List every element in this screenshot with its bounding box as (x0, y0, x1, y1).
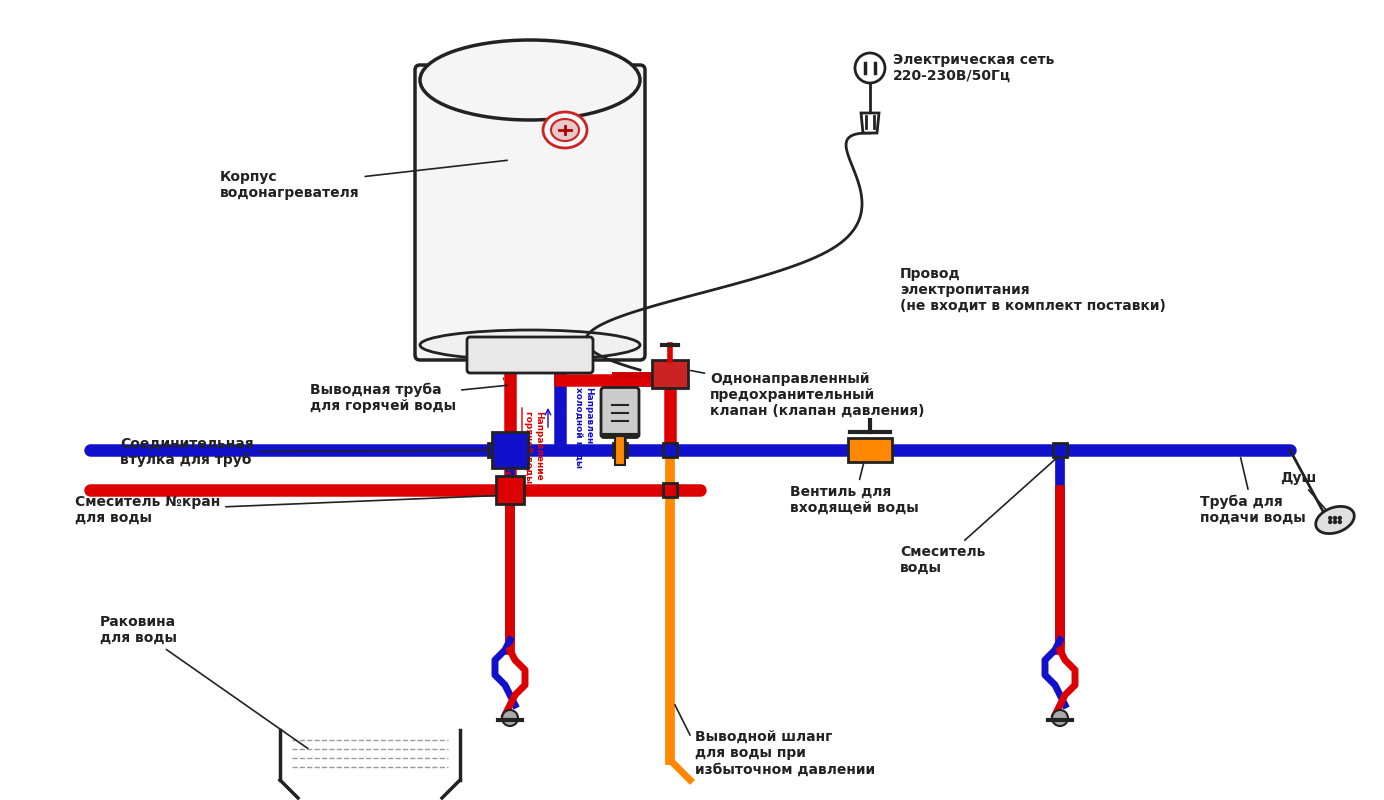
Ellipse shape (551, 119, 579, 141)
Ellipse shape (419, 330, 639, 360)
Text: Направление горячей воды: Направление горячей воды (504, 341, 513, 499)
Bar (495, 476, 525, 504)
Ellipse shape (543, 112, 587, 148)
Circle shape (1329, 517, 1331, 519)
Bar (491, 432, 529, 468)
Bar (1053, 443, 1067, 457)
Text: Раковина
для воды: Раковина для воды (100, 615, 307, 749)
Bar (652, 360, 688, 388)
Bar (613, 443, 627, 457)
Text: Выводной шланг
для воды при
избыточном давлении: Выводной шланг для воды при избыточном д… (695, 730, 875, 776)
Text: Направление
холодной воды: Направление холодной воды (574, 387, 594, 468)
Bar (848, 438, 893, 462)
Text: Смеситель
воды: Смеситель воды (900, 457, 1057, 575)
Circle shape (855, 53, 884, 83)
Bar (489, 443, 502, 457)
Text: Однонаправленный
предохранительный
клапан (клапан давления): Однонаправленный предохранительный клапа… (691, 370, 925, 418)
Text: Душ: Душ (1280, 471, 1333, 518)
Circle shape (502, 710, 518, 726)
Text: Выводная труба
для горячей воды: Выводная труба для горячей воды (310, 382, 507, 414)
Text: Направление
горячей воды: Направление горячей воды (525, 411, 544, 484)
Bar (663, 483, 677, 497)
Bar (864, 443, 877, 457)
Text: Провод
электропитания
(не входит в комплект поставки): Провод электропитания (не входит в компл… (900, 266, 1165, 313)
FancyBboxPatch shape (601, 387, 639, 438)
Ellipse shape (419, 40, 639, 120)
Bar (502, 483, 518, 497)
Circle shape (1329, 521, 1331, 523)
Circle shape (1338, 517, 1341, 519)
Text: Труба для
подачи воды: Труба для подачи воды (1200, 458, 1305, 526)
Bar (614, 434, 626, 465)
Text: Корпус
водонагревателя: Корпус водонагревателя (220, 160, 508, 200)
Circle shape (1334, 517, 1337, 519)
FancyBboxPatch shape (466, 337, 592, 373)
FancyBboxPatch shape (415, 65, 645, 360)
Polygon shape (861, 113, 879, 133)
Circle shape (1338, 521, 1341, 523)
Ellipse shape (1316, 506, 1355, 534)
Circle shape (1334, 521, 1337, 523)
Text: Смеситель №кран
для воды: Смеситель №кран для воды (75, 495, 507, 525)
Bar (663, 443, 677, 457)
Text: Электрическая сеть
220-230В/50Гц: Электрическая сеть 220-230В/50Гц (893, 53, 1055, 83)
Circle shape (1052, 710, 1068, 726)
Text: Вентиль для
входящей воды: Вентиль для входящей воды (790, 441, 919, 515)
Text: Соединительная
втулка для труб: Соединительная втулка для труб (120, 437, 489, 467)
